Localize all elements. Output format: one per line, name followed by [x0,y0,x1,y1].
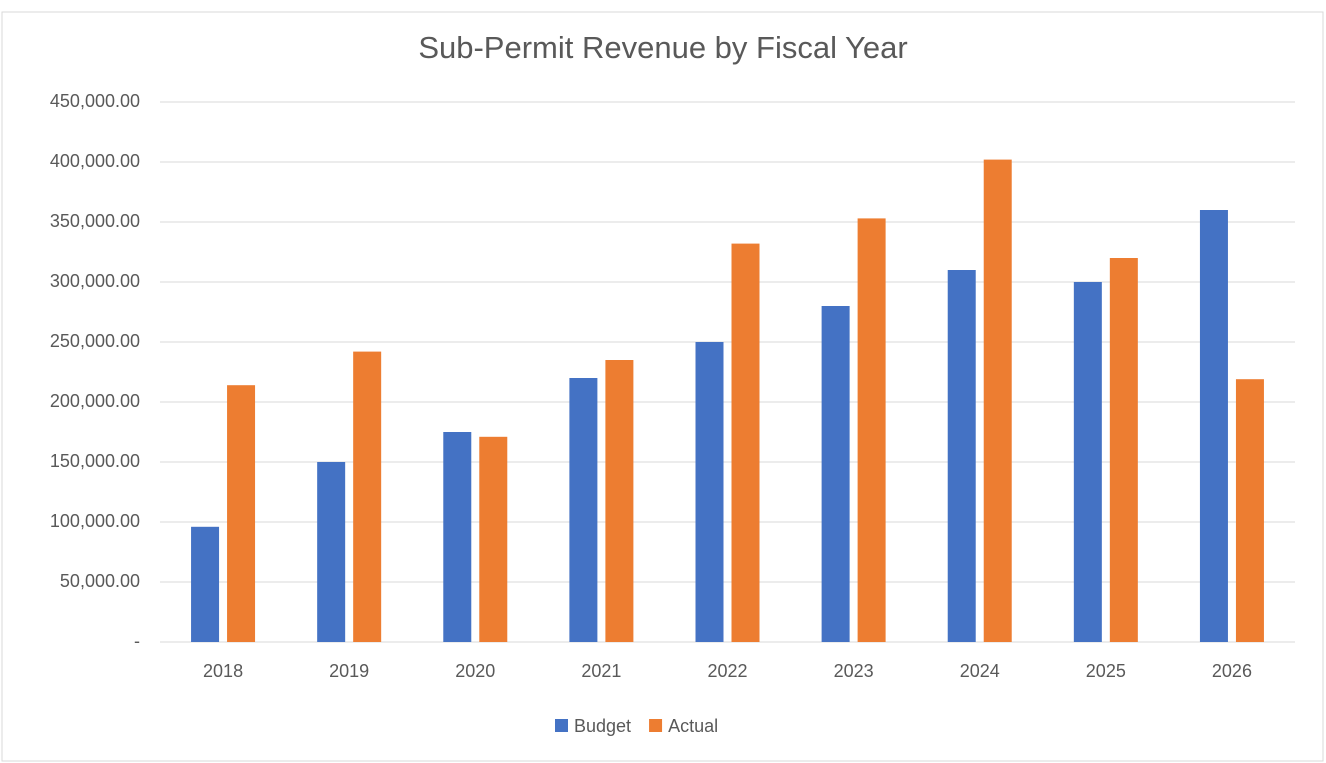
bar [857,218,886,642]
x-tick-label: 2021 [581,661,621,681]
legend-label: Actual [668,716,718,736]
bar [821,306,850,642]
bar [353,351,382,642]
legend-swatch [555,719,568,732]
y-tick-label: - [134,631,140,651]
bar [1235,379,1264,642]
y-tick-label: 100,000.00 [50,511,140,531]
x-tick-label: 2022 [707,661,747,681]
bar [1109,258,1138,642]
bar [317,462,346,642]
bar [1073,282,1102,642]
bar [479,436,508,642]
bar [731,243,760,642]
x-tick-label: 2024 [960,661,1000,681]
y-tick-label: 200,000.00 [50,391,140,411]
bar [1199,210,1228,642]
chart-frame [1,11,1324,762]
y-tick-label: 150,000.00 [50,451,140,471]
bar [947,270,976,642]
y-tick-label: 350,000.00 [50,211,140,231]
bar [191,526,220,642]
bar [569,378,598,642]
bar [605,360,634,642]
x-tick-label: 2026 [1212,661,1252,681]
y-tick-label: 50,000.00 [60,571,140,591]
y-tick-label: 400,000.00 [50,151,140,171]
y-tick-label: 450,000.00 [50,91,140,111]
bar [443,432,472,642]
y-tick-label: 250,000.00 [50,331,140,351]
y-tick-label: 300,000.00 [50,271,140,291]
x-tick-label: 2019 [329,661,369,681]
legend-swatch [649,719,663,732]
x-tick-label: 2020 [455,661,495,681]
x-tick-label: 2023 [834,661,874,681]
bar [227,385,256,642]
bar [695,342,724,642]
bar [983,159,1012,642]
legend-label: Budget [574,716,631,736]
x-tick-label: 2025 [1086,661,1126,681]
x-tick-label: 2018 [203,661,243,681]
chart-title: Sub-Permit Revenue by Fiscal Year [418,30,907,65]
